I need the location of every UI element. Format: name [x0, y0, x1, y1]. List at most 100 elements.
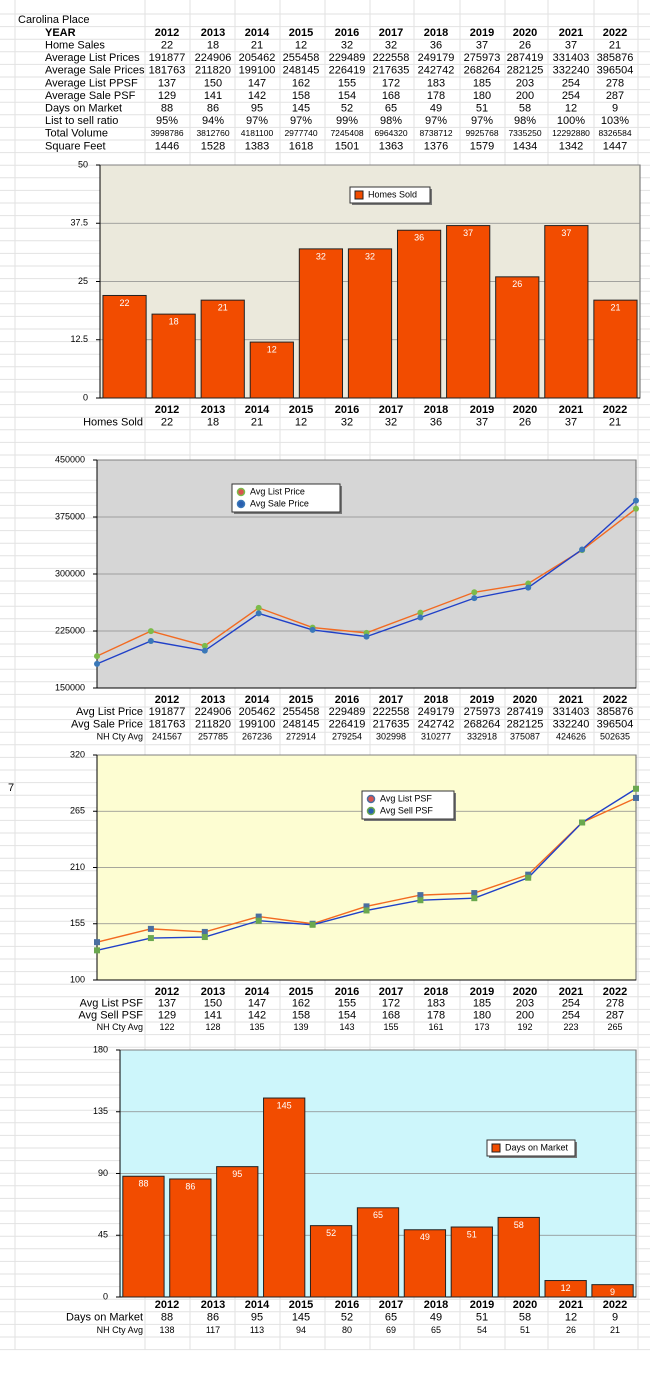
- bar: [446, 225, 491, 399]
- table-cell: 51: [520, 1325, 530, 1335]
- table-row-label: Avg List PSF: [80, 998, 144, 1010]
- marker: [471, 589, 478, 596]
- table-cell: 1376: [424, 140, 448, 152]
- y-tick-label: 45: [98, 1230, 108, 1240]
- table-header-year: 2014: [245, 27, 270, 39]
- table-cell: 154: [338, 1010, 356, 1022]
- bar-value-label: 37: [463, 228, 473, 238]
- marker: [579, 819, 586, 826]
- marker: [363, 907, 370, 914]
- table-cell: 332918: [467, 731, 497, 741]
- table-cell: 88: [161, 103, 173, 115]
- table-row-label: NH Cty Avg: [97, 731, 143, 741]
- y-tick-label: 320: [70, 749, 85, 759]
- bar: [249, 341, 294, 399]
- legend-box: [231, 483, 341, 513]
- table-year: 2016: [335, 404, 359, 416]
- bar: [356, 1207, 400, 1298]
- table-cell: 254: [562, 90, 580, 102]
- table-row-label: Days on Market: [45, 103, 122, 115]
- table-cell: 138: [159, 1325, 174, 1335]
- table-cell: 97%: [471, 115, 493, 127]
- table-cell: 12292880: [552, 128, 590, 138]
- table-cell: 205462: [239, 52, 276, 64]
- table-cell: 98%: [380, 115, 402, 127]
- table-cell: 155: [338, 998, 356, 1010]
- y-tick-label: 90: [98, 1168, 108, 1178]
- table-cell: 172: [382, 77, 400, 89]
- y-tick-label: 225000: [55, 625, 85, 635]
- table-cell: 150: [204, 998, 222, 1010]
- table-cell: 1618: [289, 140, 313, 152]
- bar: [544, 1280, 587, 1298]
- table-cell: 86: [207, 1312, 219, 1324]
- bar-value-label: 36: [414, 233, 424, 243]
- bar-value-label: 9: [610, 1287, 615, 1297]
- table-year: 2013: [201, 986, 225, 998]
- table-year: 2022: [603, 404, 627, 416]
- table-cell: 173: [474, 1022, 489, 1032]
- table-year: 2013: [201, 1299, 225, 1311]
- y-tick-label: 135: [93, 1106, 108, 1116]
- table-cell: 32: [385, 40, 397, 52]
- table-header-year: 2018: [424, 27, 448, 39]
- marker: [255, 917, 262, 924]
- table-cell: 137: [158, 77, 176, 89]
- table-cell: 272914: [286, 731, 316, 741]
- bar: [122, 1175, 165, 1298]
- table-cell: 147: [248, 77, 266, 89]
- table-cell: 375087: [510, 731, 540, 741]
- table-cell: 1579: [470, 140, 494, 152]
- marker: [255, 913, 262, 920]
- table-cell: 3812760: [196, 128, 229, 138]
- table-cell: 278: [606, 77, 624, 89]
- table-cell: 94%: [202, 115, 224, 127]
- table-cell: 22: [161, 40, 173, 52]
- marker: [255, 610, 262, 617]
- table-year: 2020: [513, 694, 537, 706]
- bar: [396, 229, 442, 399]
- table-row-label: Average List PPSF: [45, 77, 138, 89]
- marker: [309, 921, 316, 928]
- bar: [591, 1284, 634, 1298]
- marker: [94, 947, 100, 954]
- table-year: 2021: [559, 1299, 583, 1311]
- table-cell: 143: [339, 1022, 354, 1032]
- bar-value-label: 51: [467, 1229, 477, 1239]
- table-cell: 185: [473, 998, 491, 1010]
- table-year: 2022: [603, 1299, 627, 1311]
- y-tick-label: 450000: [55, 454, 85, 464]
- table-year: 2014: [245, 404, 270, 416]
- table-cell: 200: [516, 90, 534, 102]
- table-header-label: YEAR: [45, 27, 76, 39]
- table-cell: 100%: [557, 115, 585, 127]
- table-cell: 36: [430, 40, 442, 52]
- bar: [298, 248, 344, 399]
- table-cell: 248145: [283, 719, 320, 731]
- marker: [417, 892, 424, 899]
- table-cell: 94: [296, 1325, 306, 1335]
- y-tick-label: 180: [93, 1044, 108, 1054]
- table-year: 2015: [289, 986, 313, 998]
- table-cell: 279254: [332, 731, 362, 741]
- table-year: 2019: [470, 404, 494, 416]
- table-year: 2019: [470, 694, 494, 706]
- table-cell: 65: [385, 1312, 397, 1324]
- bar-value-label: 18: [169, 316, 179, 326]
- table-year: 2014: [245, 694, 270, 706]
- table-cell: 254: [562, 998, 580, 1010]
- table-cell: 88: [161, 1312, 173, 1324]
- table-cell: 242742: [418, 719, 455, 731]
- table-year: 2012: [155, 404, 179, 416]
- table-row-label: Days on Market: [66, 1312, 143, 1324]
- table-cell: 9: [612, 103, 618, 115]
- table-cell: 49: [430, 1312, 442, 1324]
- table-cell: 21: [251, 417, 263, 429]
- table-cell: 183: [427, 998, 445, 1010]
- table-cell: 1501: [335, 140, 359, 152]
- table-year: 2012: [155, 1299, 179, 1311]
- table-cell: 502635: [600, 731, 630, 741]
- table-year: 2020: [513, 404, 537, 416]
